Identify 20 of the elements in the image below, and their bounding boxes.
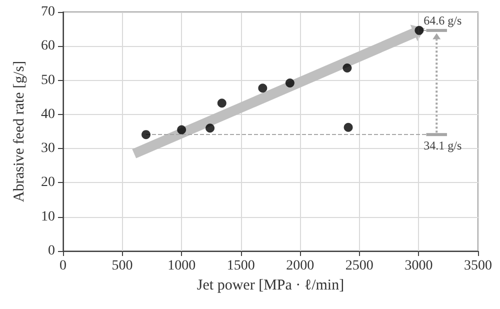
y-tick-label: 70 [41,4,55,20]
y-tick-label: 60 [41,38,55,54]
y-tick-label: 20 [41,175,55,190]
y-tick-label: 30 [41,141,55,156]
x-tick-label: 3500 [464,258,492,274]
x-tick-label: 2000 [286,258,314,274]
y-tick-label: 0 [48,244,55,258]
y-axis-title: Abrasive feed rate [g/s] [12,60,28,202]
x-tick-label: 1500 [226,258,255,274]
x-tick-label: 3000 [404,258,433,274]
x-axis-title: Jet power [MPa · ℓ/min] [196,277,344,294]
x-tick-label: 1000 [168,258,196,274]
y-tick-label: 50 [41,72,55,88]
ref-line-label: 64.6 g/s [424,13,462,28]
y-tick-label: 10 [41,209,55,224]
legend-label: 34.1 g/s [424,138,462,153]
x-tick-label: 0 [60,258,66,274]
x-tick-label: 2500 [345,258,374,274]
x-tick-label: 500 [112,258,133,274]
y-tick-label: 40 [41,106,55,122]
